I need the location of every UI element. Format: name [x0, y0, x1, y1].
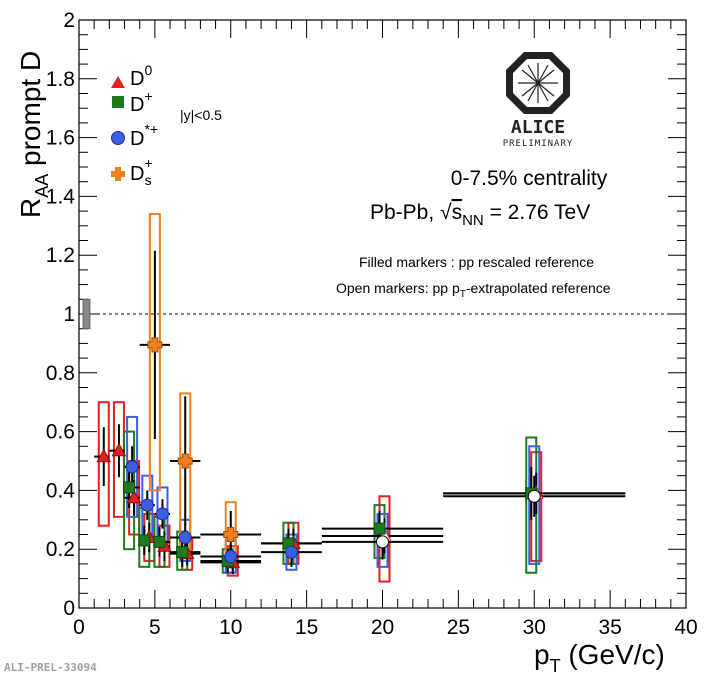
alice-logo-word: ALICE — [511, 117, 565, 138]
y-tick-label: 0.4 — [46, 479, 76, 502]
y-tick-label: 1.6 — [46, 127, 75, 150]
x-axis-title: pT (GeV/c) — [534, 639, 665, 675]
legend-dplus-marker — [112, 96, 124, 108]
centrality-label: 0-7.5% centrality — [451, 167, 608, 190]
x-axis-title-rest: (GeV/c) — [561, 639, 665, 670]
data-point-ds — [223, 527, 239, 542]
legend-ds-sup: + — [144, 155, 152, 171]
system-prefix: Pb-Pb, — [370, 201, 440, 224]
data-point-d — [176, 546, 189, 559]
legend-dplus-label: D+ — [130, 88, 153, 116]
y-tick-label: 0.6 — [46, 421, 75, 444]
y-tick-label: 0.8 — [46, 362, 75, 385]
alice-logo-preliminary: PRELIMINARY — [503, 139, 574, 149]
rapidity-label: |y|<0.5 — [180, 107, 222, 123]
y-axis-title-main: R — [15, 198, 46, 218]
y-axis-title: RAA prompt D — [15, 51, 52, 218]
x-tick-label: 25 — [447, 616, 470, 639]
legend-ds-sub: s — [145, 172, 152, 188]
x-tick-label: 0 — [73, 616, 85, 639]
filled-markers-note: Filled markers : pp rescaled reference — [359, 254, 594, 270]
y-tick-label: 0 — [63, 597, 75, 620]
data-point-d — [153, 535, 166, 548]
sys-box-d — [528, 445, 541, 565]
data-point-d0 — [96, 448, 112, 463]
legend-dstar-marker — [111, 131, 125, 145]
x-axis-title-main: p — [534, 639, 550, 670]
data-point-d — [140, 498, 154, 512]
x-axis-title-sub: T — [550, 656, 561, 675]
data-point-d0 — [111, 442, 127, 457]
sqrt-sub: NN — [462, 212, 484, 229]
legend: D0 D+ D*+ D+ s |y|<0.5 — [111, 62, 222, 188]
collision-system-label: Pb-Pb, √sNN = 2.76 TeV — [370, 201, 590, 229]
x-tick-label: 5 — [149, 616, 161, 639]
alice-logo-rays — [518, 63, 558, 103]
legend-dplus-sup: + — [144, 88, 152, 104]
x-tick-label: 15 — [295, 616, 318, 639]
legend-d0-label: D0 — [130, 62, 152, 90]
data-point-d — [224, 550, 238, 564]
data-point-d — [125, 460, 139, 474]
y-tick-label: 2 — [63, 9, 75, 32]
x-tick-label: 20 — [371, 616, 394, 639]
data-point-d0 — [126, 489, 142, 504]
y-tick-label: 1 — [63, 303, 75, 326]
preliminary-figure-tag: ALI-PREL-33094 — [4, 661, 97, 674]
sqrt-s: s — [452, 201, 463, 224]
legend-dstar-label: D*+ — [130, 121, 158, 150]
y-axis-title-sub: AA — [32, 174, 52, 198]
data-point-d — [138, 534, 151, 547]
open-note-sub: T — [460, 289, 466, 300]
data-layer — [94, 213, 626, 583]
y-tick-label: 0.2 — [46, 538, 75, 561]
data-point-ds — [147, 337, 163, 353]
sys-box-d0 — [97, 401, 110, 527]
y-tick-label: 1.8 — [46, 68, 75, 91]
sys-box-ds — [148, 213, 161, 492]
data-point-d — [373, 522, 386, 535]
data-point-d — [284, 545, 298, 559]
data-point-d — [178, 530, 192, 544]
sqrt-symbol: √ — [440, 201, 452, 224]
alice-logo: ALICE PRELIMINARY — [503, 52, 574, 149]
data-point-d — [527, 489, 541, 503]
x-tick-label: 10 — [219, 616, 242, 639]
normalization-uncertainty-box — [82, 298, 91, 330]
data-point-ds — [177, 453, 193, 469]
legend-d0-sup: 0 — [144, 62, 152, 78]
legend-d0-marker — [111, 76, 125, 88]
y-tick-label: 1.4 — [46, 185, 76, 208]
y-tick-label: 1.2 — [46, 244, 75, 267]
legend-ds-label: D+ s — [130, 155, 153, 188]
legend-dstar-sup: *+ — [144, 121, 158, 137]
data-point-d — [376, 535, 389, 549]
x-tick-label: 30 — [523, 616, 546, 639]
system-suffix: = 2.76 TeV — [484, 201, 590, 224]
x-tick-labels: 0 5 10 15 20 25 30 35 40 — [73, 616, 698, 639]
y-tick-labels: 0 0.2 0.4 0.6 0.8 1 1.2 1.4 1.6 1.8 2 — [46, 9, 76, 620]
y-axis-title-rest: prompt D — [15, 51, 46, 174]
axis-ticks — [78, 19, 687, 609]
data-point-d — [123, 481, 136, 494]
legend-ds-marker — [111, 167, 125, 181]
x-tick-label: 35 — [598, 616, 621, 639]
open-markers-note: Open markers: pp pT-extrapolated referen… — [336, 280, 611, 300]
data-point-d — [155, 507, 169, 521]
x-tick-label: 40 — [674, 616, 697, 639]
